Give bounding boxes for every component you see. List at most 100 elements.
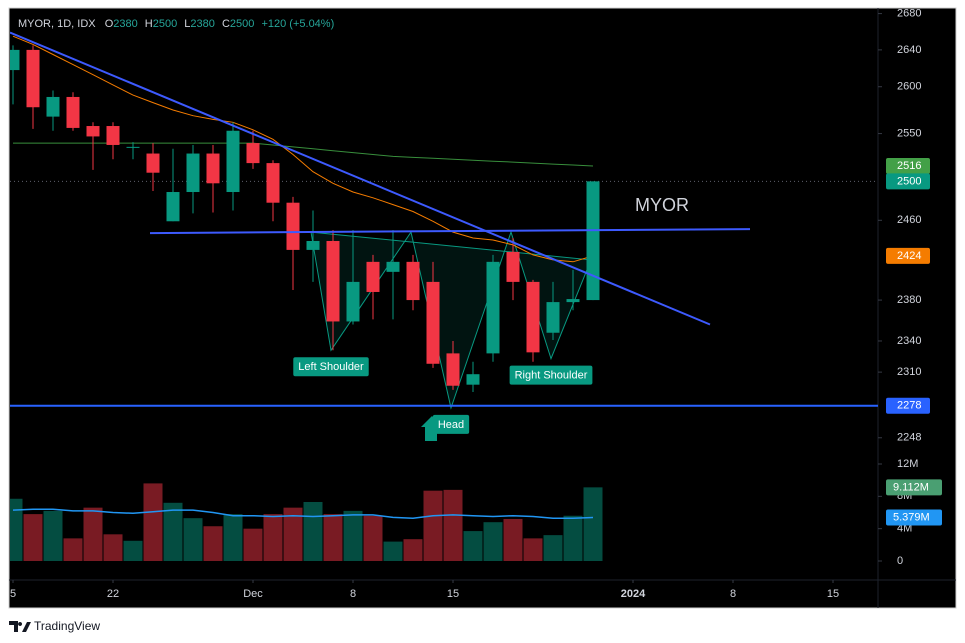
price-marker-label: 2516 bbox=[897, 160, 921, 172]
pattern-area bbox=[310, 230, 592, 410]
x-tick-label: 5 bbox=[10, 588, 16, 600]
volume-bar bbox=[43, 510, 63, 561]
candle-body bbox=[526, 281, 540, 353]
candle-body bbox=[566, 299, 580, 303]
y-tick-label: 2680 bbox=[897, 8, 921, 20]
x-tick-label: 8 bbox=[730, 588, 736, 600]
volume-bar bbox=[383, 541, 403, 561]
volume-tick-label: 12M bbox=[897, 458, 918, 470]
volume-pane bbox=[10, 483, 603, 561]
volume-bar bbox=[503, 518, 523, 561]
volume-bar bbox=[303, 501, 323, 561]
candle-body bbox=[226, 130, 240, 193]
candle-body bbox=[46, 96, 60, 117]
x-tick-label: Dec bbox=[243, 588, 263, 600]
volume-bar bbox=[10, 498, 23, 561]
candle-body bbox=[366, 261, 380, 292]
y-tick-label: 2600 bbox=[897, 81, 921, 93]
candle-body bbox=[206, 153, 220, 184]
candle-body bbox=[306, 240, 320, 250]
candle-body bbox=[146, 153, 160, 173]
x-tick-label: 15 bbox=[447, 588, 459, 600]
y-tick-label: 2550 bbox=[897, 127, 921, 139]
x-tick-label: 2024 bbox=[621, 588, 646, 600]
candle-body bbox=[546, 302, 560, 333]
price-pane bbox=[10, 31, 878, 410]
footer-text: TradingView bbox=[34, 619, 100, 633]
candle-body bbox=[186, 153, 200, 193]
volume-tick-label: 0 bbox=[897, 555, 903, 567]
head-arrow bbox=[421, 416, 437, 441]
volume-marker-label: 5.379M bbox=[893, 511, 930, 523]
x-tick-label: 22 bbox=[107, 588, 119, 600]
price-marker-box bbox=[886, 157, 930, 174]
field-value: 2500 bbox=[153, 18, 177, 30]
candle-body bbox=[126, 146, 140, 148]
annotation-box bbox=[432, 414, 470, 434]
field-key: C bbox=[222, 18, 230, 30]
field-key: L bbox=[184, 18, 190, 30]
candle-body bbox=[446, 353, 460, 386]
price-marker-label: 2500 bbox=[897, 175, 921, 187]
candle-body bbox=[506, 251, 520, 282]
trend-line bbox=[149, 228, 751, 235]
volume-bar bbox=[343, 510, 363, 561]
candle-body bbox=[246, 143, 260, 164]
candle-body bbox=[346, 281, 360, 322]
volume-bar bbox=[403, 539, 423, 561]
volume-bar bbox=[583, 487, 603, 561]
volume-bar bbox=[143, 483, 163, 561]
volume-bar bbox=[423, 490, 443, 561]
volume-bar bbox=[263, 514, 283, 561]
volume-marker-box bbox=[886, 509, 942, 526]
price-marker-box bbox=[886, 173, 930, 190]
volume-ma bbox=[12, 508, 594, 519]
candle-body bbox=[326, 240, 340, 322]
volume-bar bbox=[223, 514, 243, 561]
field-key: H bbox=[145, 18, 153, 30]
y-tick-label: 2248 bbox=[897, 432, 921, 444]
y-tick-label: 2310 bbox=[897, 366, 921, 378]
moving-average bbox=[12, 35, 594, 263]
candle-body bbox=[86, 126, 100, 137]
y-tick-label: 2380 bbox=[897, 294, 921, 306]
volume-bar bbox=[463, 531, 483, 561]
volume-bar bbox=[83, 507, 103, 561]
candle-body bbox=[486, 261, 500, 354]
axes: 2248 2310 2340 2380 2460 2550 2600 2640 2680 5 22 D… bbox=[10, 8, 942, 600]
volume-bar bbox=[203, 526, 223, 561]
candle-body bbox=[266, 163, 280, 203]
y-tick-label: 2340 bbox=[897, 335, 921, 347]
field-value: 2500 bbox=[230, 18, 254, 30]
volume-bar bbox=[63, 538, 83, 561]
volume-bar bbox=[103, 534, 123, 561]
annotation-box bbox=[293, 357, 369, 377]
volume-bar bbox=[523, 538, 543, 561]
trend-line bbox=[10, 31, 711, 326]
candle-body bbox=[406, 261, 420, 301]
candle-body bbox=[286, 202, 300, 250]
candle-body bbox=[166, 192, 180, 222]
volume-bar bbox=[443, 489, 463, 561]
candle-body bbox=[106, 126, 120, 145]
volume-bar bbox=[563, 515, 583, 561]
candle-body bbox=[426, 281, 440, 364]
volume-bar bbox=[363, 515, 383, 561]
field-value: 2380 bbox=[190, 18, 214, 30]
x-tick-label: 15 bbox=[827, 588, 839, 600]
candle-body bbox=[466, 374, 480, 385]
volume-bar bbox=[283, 507, 303, 561]
change: +120 (+5.04%) bbox=[261, 18, 334, 30]
annotation-label: Right Shoulder bbox=[515, 369, 588, 381]
y-tick-label: 2640 bbox=[897, 44, 921, 56]
annotation-box bbox=[509, 365, 593, 385]
volume-marker-label: 9.112M bbox=[893, 481, 929, 493]
candle-body bbox=[26, 49, 40, 108]
volume-bar bbox=[543, 535, 563, 561]
volume-bar bbox=[483, 522, 503, 561]
candle-body bbox=[10, 49, 20, 71]
price-marker-box bbox=[886, 247, 930, 264]
x-tick-label: 8 bbox=[350, 588, 356, 600]
price-marker-box bbox=[886, 397, 930, 414]
volume-bar bbox=[323, 514, 343, 561]
